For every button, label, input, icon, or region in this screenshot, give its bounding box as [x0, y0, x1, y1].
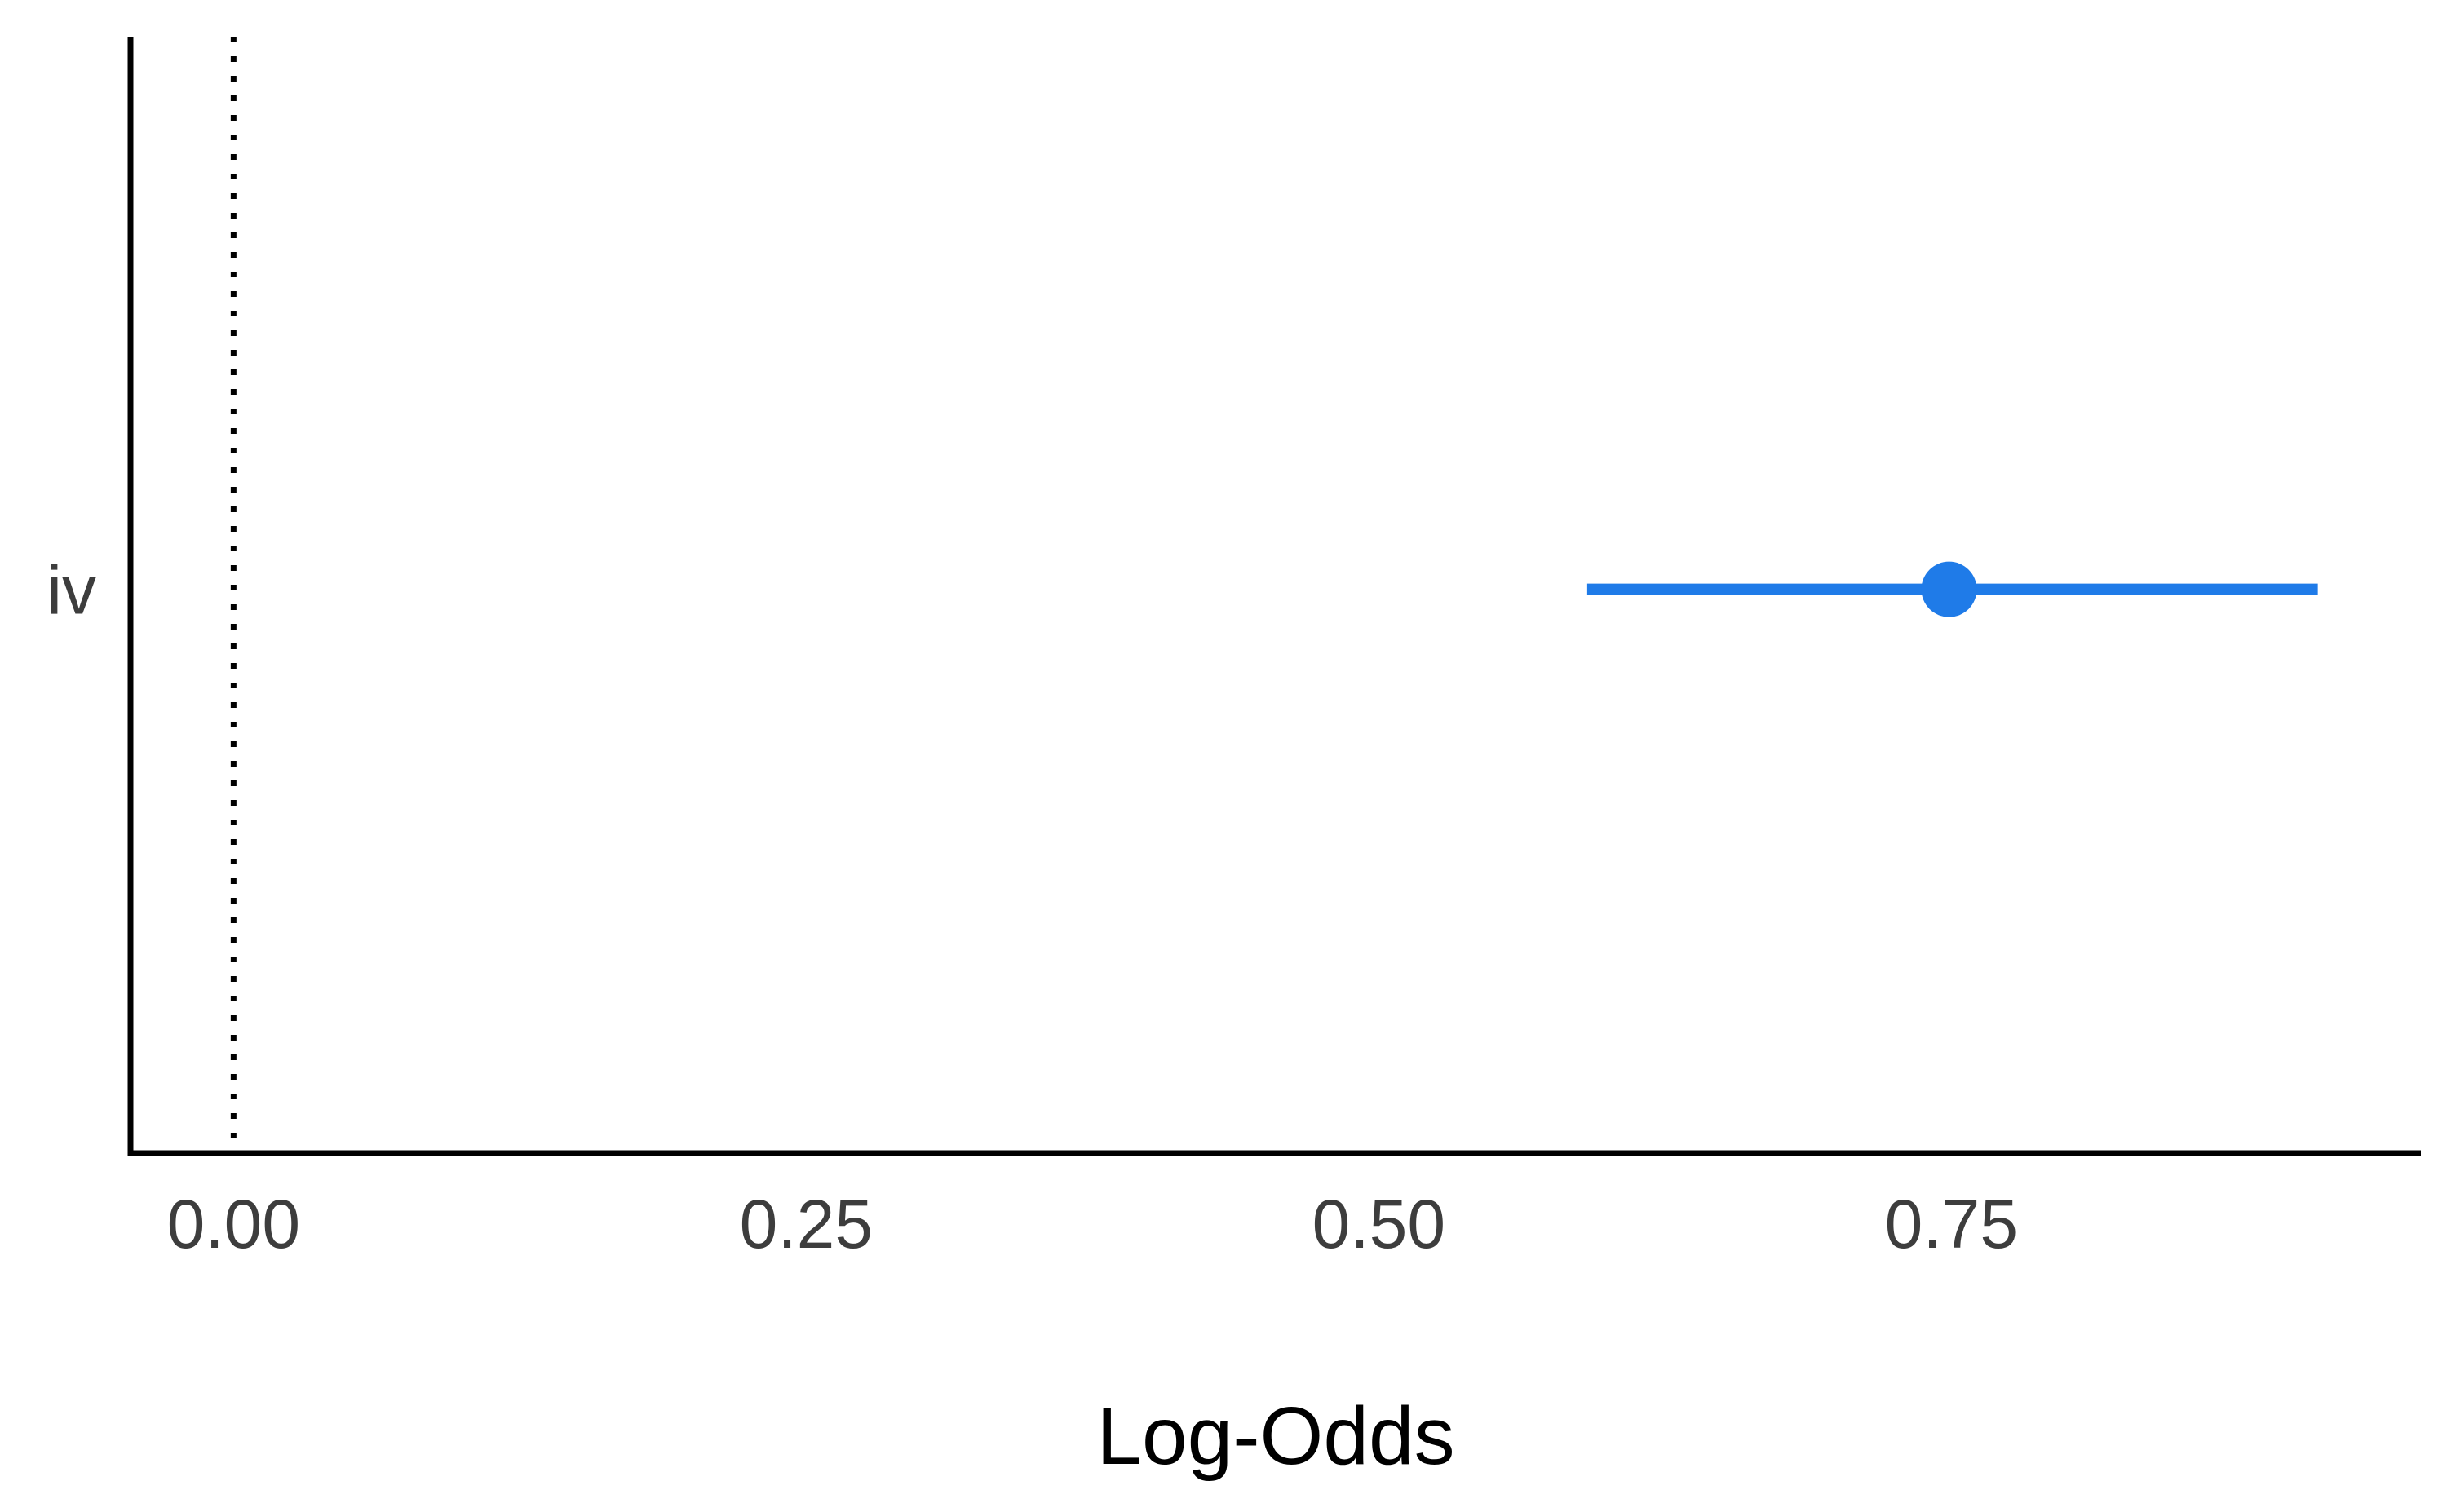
y-tick-label-iv: iv	[46, 552, 96, 629]
point-estimate-iv	[1921, 561, 1977, 617]
x-tick-label: 0.00	[167, 1186, 301, 1262]
x-axis-title: Log-Odds	[1096, 1390, 1454, 1482]
x-tick-labels: 0.00 0.25 0.50 0.75	[167, 1186, 2019, 1262]
y-tick-labels: iv	[46, 552, 96, 629]
x-tick-label: 0.50	[1312, 1186, 1446, 1262]
x-tick-label: 0.25	[740, 1186, 874, 1262]
estimate-marks	[1586, 561, 2318, 617]
x-tick-label: 0.75	[1885, 1186, 2019, 1262]
